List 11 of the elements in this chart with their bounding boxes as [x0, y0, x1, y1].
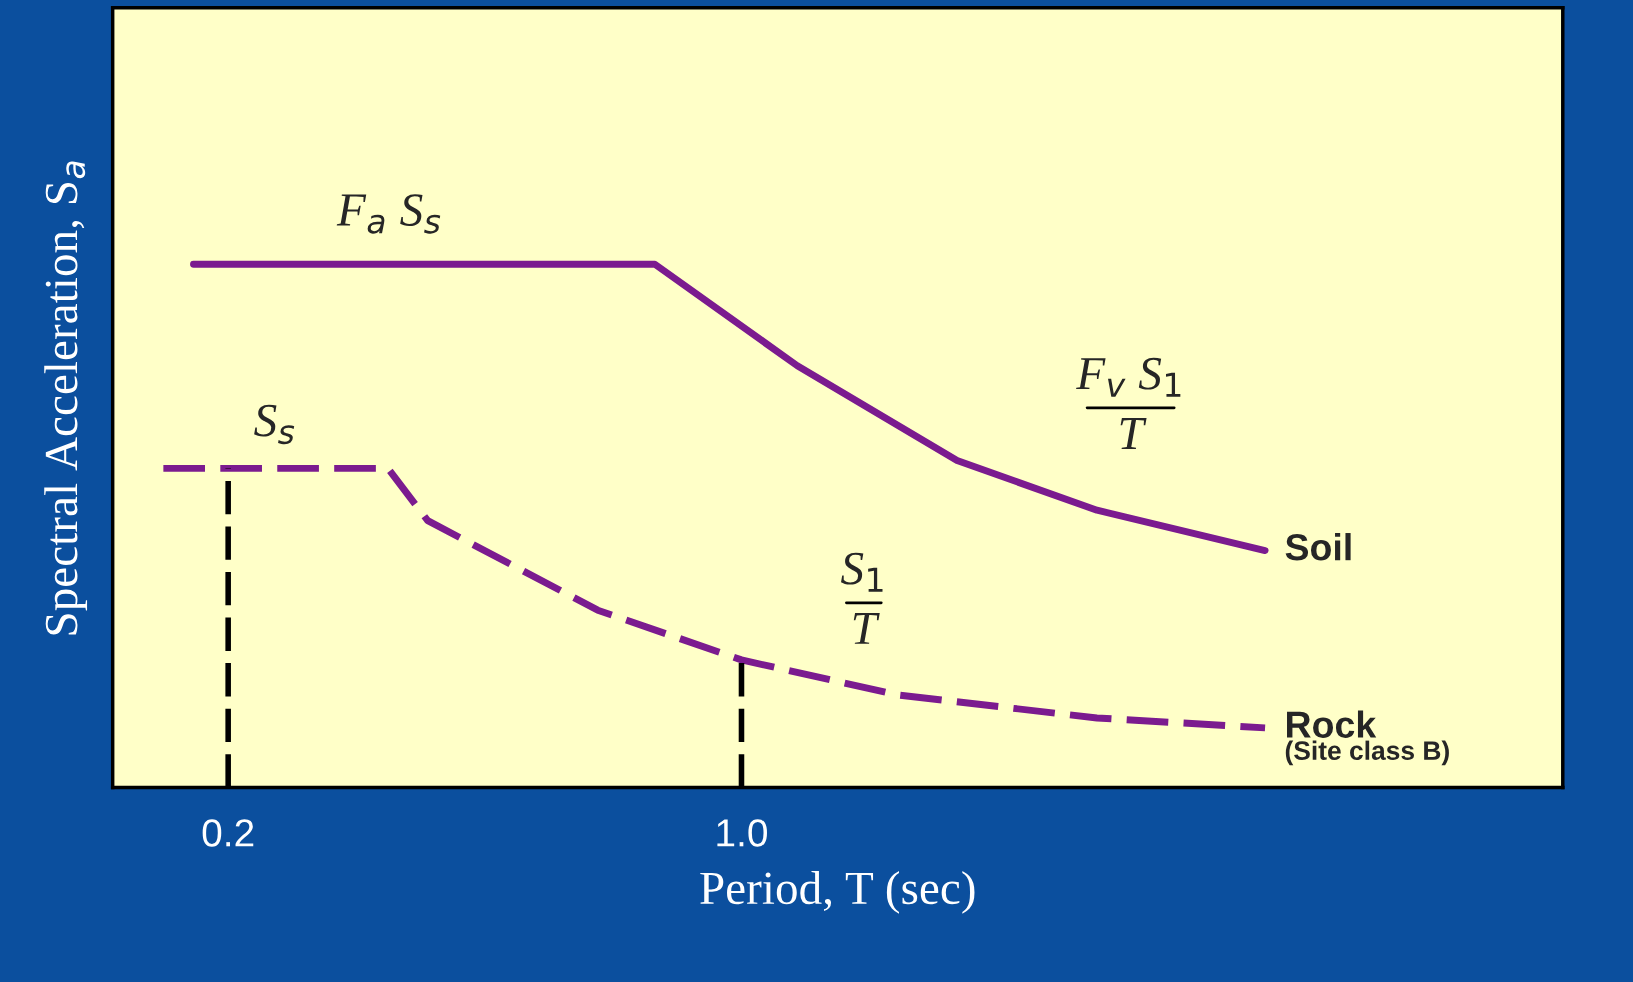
annotation: F$_{v}$ S$_{1}$ T [1076, 357, 1181, 449]
text: F$_{a}$ S$_{s}$ [336, 194, 441, 234]
annotation: S$_{s}$ [254, 404, 295, 445]
series-label: Rock [1287, 710, 1377, 738]
y-axis-title: Spectral Acceleration, S$_{a}$ [44, 161, 88, 635]
x-tick-label: 0.2 [202, 819, 254, 847]
series-label: Soil [1285, 533, 1351, 561]
x-axis-title: Period, T (sec) [700, 871, 975, 914]
annotation: (Site class B) [1285, 740, 1449, 766]
x-tick-label: 1.0 [717, 819, 767, 847]
annotation: S$_{1}$ T [841, 552, 883, 644]
